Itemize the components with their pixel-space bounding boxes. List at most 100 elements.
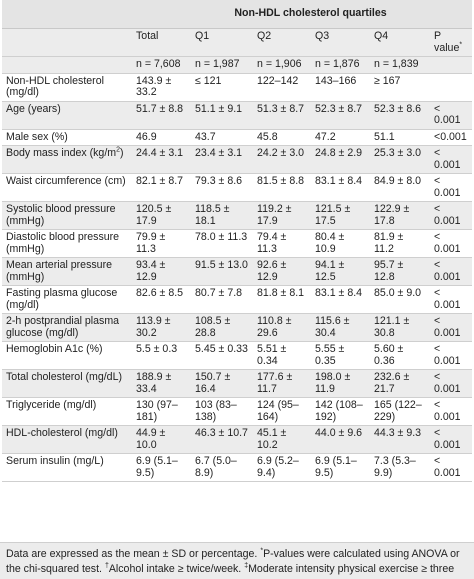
n-cell: n = 1,839 [370, 56, 431, 74]
value-cell: 51.1 ± 9.1 [191, 101, 253, 130]
table-row: HDL-cholesterol (mg/dl) 44.9 ± 10.0 46.3 ±… [2, 425, 473, 454]
p-value-cell: < 0.001 [430, 313, 473, 342]
value-cell: 51.3 ± 8.7 [253, 101, 311, 130]
header-cell: Q3 [311, 28, 370, 57]
row-label: Serum insulin (mg/L) [6, 455, 104, 467]
value-cell: 80.7 ± 7.8 [191, 285, 253, 314]
value-cell: 113.9 ± 30.2 [132, 313, 191, 342]
row-label: Fasting plasma glucose (mg/dl) [6, 287, 118, 311]
value-cell: 232.6 ± 21.7 [370, 369, 431, 398]
value-cell: 43.7 [191, 129, 253, 146]
p-value-cell: < 0.001 [430, 453, 473, 482]
value-cell: 5.5 ± 0.3 [132, 341, 191, 370]
value-cell: 115.6 ± 30.4 [311, 313, 370, 342]
table-footnote: Data are expressed as the mean ± SD or p… [0, 542, 474, 579]
value-cell: 83.1 ± 8.4 [311, 285, 370, 314]
value-cell: 25.3 ± 3.0 [370, 145, 431, 174]
value-cell: 124 (95–164) [253, 397, 311, 426]
n-cell: n = 7,608 [132, 56, 191, 74]
table-title: Non-HDL cholesterol quartiles [191, 0, 431, 29]
table-row: Systolic blood pressure (mmHg) 120.5 ± 17… [2, 201, 473, 230]
value-cell: 118.5 ± 18.1 [191, 201, 253, 230]
row-label-cell: Systolic blood pressure (mmHg) [2, 201, 132, 230]
value-cell: ≥ 167 [370, 73, 431, 102]
value-cell: 81.5 ± 8.8 [253, 173, 311, 202]
table-row: Age (years) 51.7 ± 8.8 51.1 ± 9.1 51.3 ± 8.… [2, 101, 473, 130]
row-label: HDL-cholesterol (mg/dl) [6, 427, 118, 439]
table-row: Diastolic blood pressure (mmHg) 79.9 ± 11… [2, 229, 473, 258]
table-row: Triglyceride (mg/dl) 130 (97–181) 103 (83–… [2, 397, 473, 426]
footnote-marker: ‡ [244, 562, 249, 570]
p-value-cell: < 0.001 [430, 397, 473, 426]
row-label: 2-h postprandial plasma glucose (mg/dl) [6, 315, 120, 339]
value-cell: 6.9 (5.1–9.5) [311, 453, 370, 482]
footnote-text: Moderate intensity physical exercise ≥ t… [248, 563, 455, 575]
value-cell: 5.55 ± 0.35 [311, 341, 370, 370]
value-cell: 79.9 ± 11.3 [132, 229, 191, 258]
value-cell: 52.3 ± 8.7 [311, 101, 370, 130]
n-count-row: n = 7,608 n = 1,987 n = 1,906 n = 1,876 … [2, 56, 473, 74]
row-label-cell: Non-HDL cholesterol (mg/dl) [2, 73, 132, 102]
value-cell: 23.4 ± 3.1 [191, 145, 253, 174]
value-cell: 91.5 ± 13.0 [191, 257, 253, 286]
value-cell: 110.8 ± 29.6 [253, 313, 311, 342]
p-value-cell: < 0.001 [430, 257, 473, 286]
value-cell: 82.6 ± 8.5 [132, 285, 191, 314]
footnote-text: P-values were calculated using ANOVA or … [6, 548, 460, 575]
p-value-cell: < 0.001 [430, 369, 473, 398]
p-value-marker: * [459, 40, 463, 48]
value-cell: 45.1 ± 10.2 [253, 425, 311, 454]
value-cell: 119.2 ± 17.9 [253, 201, 311, 230]
p-value-cell: < 0.001 [430, 101, 473, 130]
value-cell: 103 (83–138) [191, 397, 253, 426]
table-row: 2-h postprandial plasma glucose (mg/dl) 1… [2, 313, 473, 342]
title-blank-cell [430, 0, 473, 29]
value-cell: 82.1 ± 8.7 [132, 173, 191, 202]
p-value-cell: <0.001 [430, 129, 473, 146]
value-cell: 143.9 ± 33.2 [132, 73, 191, 102]
table-row: Waist circumference (cm) 82.1 ± 8.7 79.3 ±… [2, 173, 473, 202]
row-label: Diastolic blood pressure (mmHg) [6, 231, 120, 255]
value-cell: 81.8 ± 8.1 [253, 285, 311, 314]
p-value-cell: < 0.001 [430, 173, 473, 202]
value-cell: 24.8 ± 2.9 [311, 145, 370, 174]
footnote-marker: * [260, 547, 264, 555]
row-label: Total cholesterol (mg/dL) [6, 371, 122, 383]
value-cell: 24.4 ± 3.1 [132, 145, 191, 174]
value-cell: 79.4 ± 11.3 [253, 229, 311, 258]
value-cell: 198.0 ± 11.9 [311, 369, 370, 398]
value-cell: 6.9 (5.2–9.4) [253, 453, 311, 482]
footnote-text: Alcohol intake ≥ twice/week. [108, 563, 245, 575]
data-table: Non-HDL cholesterol quartiles Total Q1 Q… [2, 0, 473, 482]
p-value-cell: < 0.001 [430, 201, 473, 230]
value-cell: 177.6 ± 11.7 [253, 369, 311, 398]
p-value-cell: < 0.001 [430, 341, 473, 370]
value-cell: 5.60 ± 0.36 [370, 341, 431, 370]
value-cell: 44.9 ± 10.0 [132, 425, 191, 454]
n-cell [2, 56, 132, 74]
value-cell: 94.1 ± 12.5 [311, 257, 370, 286]
title-blank-cell [2, 0, 132, 29]
header-cell: Q2 [253, 28, 311, 57]
row-label-cell: Fasting plasma glucose (mg/dl) [2, 285, 132, 314]
value-cell: 6.9 (5.1–9.5) [132, 453, 191, 482]
table-row: Hemoglobin A1c (%) 5.5 ± 0.3 5.45 ± 0.33 5.… [2, 341, 473, 370]
row-label-superscript: 2 [116, 146, 121, 154]
value-cell: 83.1 ± 8.4 [311, 173, 370, 202]
value-cell: 51.7 ± 8.8 [132, 101, 191, 130]
row-label: Triglyceride (mg/dl) [6, 399, 97, 411]
row-label-cell: 2-h postprandial plasma glucose (mg/dl) [2, 313, 132, 342]
header-cell-p-value: P value* [430, 28, 473, 57]
row-label-cell: Age (years) [2, 101, 132, 130]
value-cell: 84.9 ± 8.0 [370, 173, 431, 202]
value-cell: 121.5 ± 17.5 [311, 201, 370, 230]
footnote-marker: † [104, 562, 109, 570]
header-cell: Q4 [370, 28, 431, 57]
row-label-cell: Diastolic blood pressure (mmHg) [2, 229, 132, 258]
p-value-cell [430, 73, 473, 102]
header-cell [2, 28, 132, 57]
value-cell: 143–166 [311, 73, 370, 102]
n-cell: n = 1,876 [311, 56, 370, 74]
row-label: Male sex (%) [6, 130, 68, 143]
